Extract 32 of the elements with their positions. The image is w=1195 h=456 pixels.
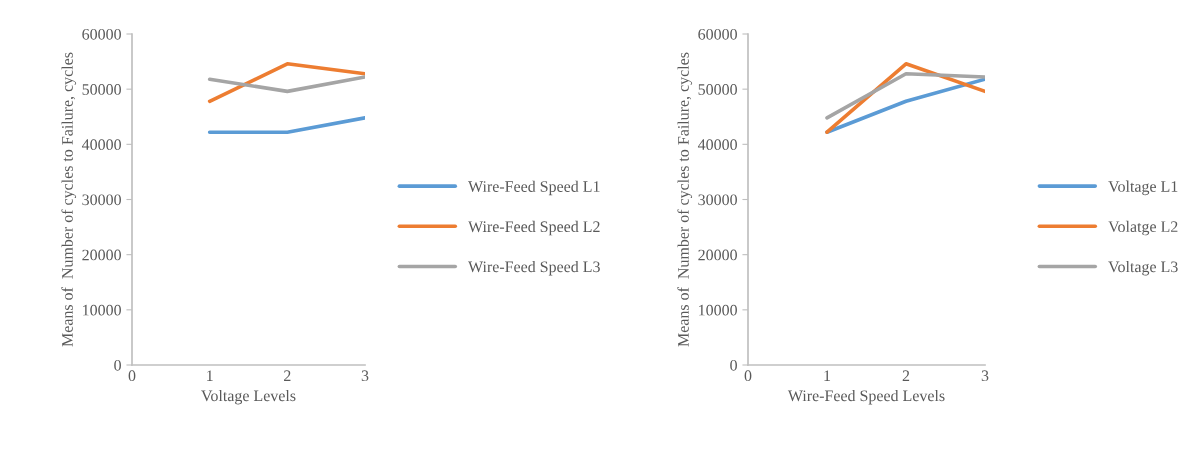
- y-tick-label: 10000: [699, 304, 737, 316]
- y-tick-label: 60000: [82, 28, 121, 40]
- y-tick-label: 30000: [698, 194, 737, 206]
- legend-label: Voltage L3: [1108, 260, 1178, 276]
- y-axis-title: Means of Number of cycles to Failure, cycles: [677, 52, 693, 347]
- y-tick-label: 0: [114, 359, 121, 371]
- y-tick-label: 20000: [698, 249, 737, 261]
- x-tick-label: 3: [361, 370, 369, 382]
- x-axis-title: Voltage Levels: [201, 389, 296, 405]
- x-tick-label: 0: [128, 370, 136, 382]
- legend-label: Volatge L2: [1108, 220, 1178, 236]
- x-tick-label: 1: [824, 370, 831, 381]
- y-tick-label: 0: [730, 359, 737, 371]
- y-axis-title: Means of Number of cycles to Failure, cycles: [61, 52, 77, 347]
- x-tick-label: 2: [902, 370, 910, 381]
- legend-label: Wire-Feed Speed L1: [468, 180, 600, 196]
- y-tick-label: 20000: [82, 249, 121, 261]
- legend-label: Voltage L1: [1108, 180, 1178, 196]
- x-tick-label: 0: [744, 370, 752, 382]
- y-tick-label: 60000: [698, 28, 737, 40]
- x-tick-label: 3: [981, 370, 989, 382]
- legend-label: Wire-Feed Speed L2: [468, 220, 600, 236]
- y-tick-label: 50000: [82, 84, 121, 95]
- x-tick-label: 1: [207, 370, 213, 381]
- y-tick-label: 40000: [697, 139, 737, 151]
- x-tick-label: 2: [284, 370, 291, 381]
- y-tick-label: 30000: [82, 194, 121, 206]
- legend-label: Wire-Feed Speed L3: [468, 260, 600, 276]
- y-tick-label: 40000: [81, 139, 121, 151]
- y-tick-label: 10000: [83, 304, 121, 316]
- y-tick-label: 50000: [698, 84, 737, 95]
- x-axis-title: Wire-Feed Speed Levels: [787, 389, 945, 405]
